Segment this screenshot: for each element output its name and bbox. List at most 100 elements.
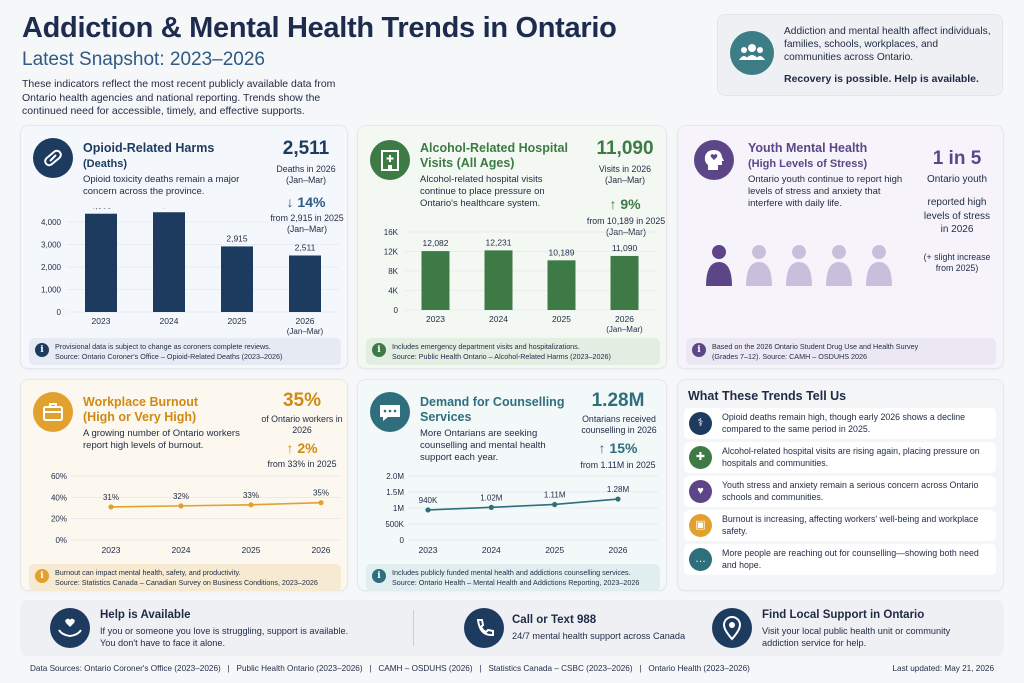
opioid-big-label-text: Deaths in 2026 xyxy=(276,164,336,174)
x-tick-label: 2026 xyxy=(296,316,315,326)
data-point xyxy=(178,503,184,509)
trend-item: ▣ Burnout is increasing, affecting worker… xyxy=(684,510,996,541)
callout-emphasis: Recovery is possible. Help is available. xyxy=(784,73,979,85)
bar-value-label: 12,231 xyxy=(486,237,512,247)
counselling-big-label: Ontarians received counselling in 2026 xyxy=(581,414,657,435)
call-desc: 24/7 mental health support across Canada xyxy=(512,631,686,641)
burnout-change: ↑ 2% xyxy=(286,440,318,456)
burnout-title: Workplace Burnout (High or Very High) xyxy=(83,395,198,425)
y-tick-label: 4,000 xyxy=(41,218,62,227)
point-value-label: 35% xyxy=(313,489,329,498)
youth-title: Youth Mental Health (High Levels of Stre… xyxy=(748,141,867,172)
callout-box: Addiction and mental health affect indiv… xyxy=(717,14,1003,96)
y-tick-label: 0% xyxy=(55,536,67,545)
bar-value-label: 12,082 xyxy=(423,238,449,248)
bar xyxy=(85,213,117,312)
x-tick-label: 2023 xyxy=(92,316,111,326)
trend-item: ⚕ Opioid deaths remain high, though early… xyxy=(684,408,996,439)
opioid-bar-chart: 0 1,000 2,000 3,000 4,000 4,368 2023 4,434 2024 2… xyxy=(41,208,339,336)
youth-big-label-2: reported high levels of stress in 2026 xyxy=(923,197,991,235)
y-tick-label: 0 xyxy=(57,308,62,317)
phone-icon[interactable] xyxy=(464,608,504,648)
help-banner: Help is Available If you or someone you … xyxy=(20,600,1004,656)
location-pin-icon[interactable] xyxy=(712,608,752,648)
page-subtitle: Latest Snapshot: 2023–2026 xyxy=(22,49,265,70)
point-value-label: 940K xyxy=(419,496,438,505)
youth-note: i Based on the 2026 Ontario Student Drug… xyxy=(686,338,996,365)
opioid-title-line1: Opioid-Related Harms xyxy=(83,141,215,155)
info-icon: i xyxy=(372,569,386,583)
local-desc-line2: addiction service for help. xyxy=(762,638,867,648)
counselling-line-chart: 0 500K 1M 1.5M 2.0M 940K 2023 1.02M 2024 1.11M 202… xyxy=(385,472,658,555)
youth-people-graphic xyxy=(704,242,904,290)
help-desc: If you or someone you love is struggling… xyxy=(100,625,348,649)
head-heart-icon: ♥ xyxy=(689,480,712,503)
briefcase-icon: ▣ xyxy=(689,514,712,537)
counselling-title: Demand for Counselling Services xyxy=(420,395,564,425)
chat-bubble-icon xyxy=(370,392,410,432)
x-tick-label: 2025 xyxy=(545,545,564,555)
x-tick-label: 2025 xyxy=(552,314,571,324)
y-tick-label: 1.5M xyxy=(386,488,404,497)
opioid-card: Opioid-Related Harms (Deaths) Opioid tox… xyxy=(20,125,348,369)
youth-big-label-1: Ontario youth xyxy=(926,174,988,185)
people-group-icon xyxy=(730,31,774,75)
info-icon: i xyxy=(372,343,386,357)
youth-desc: Ontario youth continue to report high le… xyxy=(748,174,903,209)
opioid-note-line2: Source: Ontario Coroner's Office – Opioi… xyxy=(55,351,283,361)
burnout-title-line1: Workplace Burnout xyxy=(83,395,199,409)
help-title: Help is Available xyxy=(100,609,191,621)
callout-text: Addiction and mental health affect indiv… xyxy=(784,26,991,63)
bar xyxy=(610,255,639,310)
person-icon xyxy=(866,245,892,286)
burnout-card: Workplace Burnout (High or Very High) A … xyxy=(20,379,348,591)
data-point xyxy=(248,502,254,508)
counselling-big-number: 1.28M xyxy=(591,390,645,411)
point-value-label: 32% xyxy=(173,492,189,501)
local-title[interactable]: Find Local Support in Ontario xyxy=(762,609,925,621)
call-title[interactable]: Call or Text 988 xyxy=(512,614,597,626)
trend-item: ✚ Alcohol-related hospital visits are ris… xyxy=(684,442,996,473)
bar-value-label: 4,434 xyxy=(158,208,180,209)
trend-item: … More people are reaching out for counse… xyxy=(684,544,996,575)
alcohol-title-line2: Visits (All Ages) xyxy=(420,156,515,170)
counselling-change: ↑ 15% xyxy=(598,440,638,456)
y-tick-label: 2.0M xyxy=(386,472,404,481)
bar xyxy=(421,251,450,310)
bar xyxy=(484,250,513,310)
data-point xyxy=(425,507,431,513)
data-point xyxy=(488,504,494,510)
trend-item-text: Alcohol-related hospital visits are risi… xyxy=(722,446,980,468)
data-point xyxy=(615,496,621,502)
x-tick-label: 2023 xyxy=(419,545,438,555)
burnout-big-label: of Ontario workers in 2026 xyxy=(261,414,343,435)
trend-item-text: Burnout is increasing, affecting workers… xyxy=(722,514,979,536)
hospital-icon: ✚ xyxy=(689,446,712,469)
x-tick-label: 2024 xyxy=(172,545,191,555)
burnout-note-line2: Source: Statistics Canada – Canadian Sur… xyxy=(55,577,318,587)
burnout-big-number: 35% xyxy=(282,390,322,411)
burnout-change-note: from 33% in 2025 xyxy=(267,459,337,469)
alcohol-big-period: (Jan–Mar) xyxy=(604,175,646,185)
y-tick-label: 12K xyxy=(384,248,399,257)
counselling-note-line1: Includes publicly funded mental health a… xyxy=(392,568,631,577)
trends-title: What These Trends Tell Us xyxy=(688,389,847,403)
data-point xyxy=(318,500,324,506)
youth-title-line2: (High Levels of Stress) xyxy=(748,158,868,170)
hospital-icon xyxy=(370,140,410,180)
local-desc: Visit your local public health unit or c… xyxy=(762,625,950,649)
bar xyxy=(289,255,321,312)
y-tick-label: 4K xyxy=(388,287,398,296)
alcohol-note-line2: Source: Public Health Ontario – Alcohol-… xyxy=(392,351,611,361)
youth-title-line1: Youth Mental Health xyxy=(748,141,868,155)
y-tick-label: 3,000 xyxy=(41,241,62,250)
series-line xyxy=(110,501,322,508)
counselling-note: i Includes publicly funded mental health… xyxy=(366,564,660,591)
alcohol-card: Alcohol-Related Hospital Visits (All Age… xyxy=(357,125,667,369)
youth-note-line1: Based on the 2026 Ontario Student Drug U… xyxy=(712,342,919,351)
y-tick-label: 0 xyxy=(400,536,405,545)
point-value-label: 1.28M xyxy=(607,485,630,494)
x-tick-label: 2025 xyxy=(242,545,261,555)
y-tick-label: 1M xyxy=(393,504,404,513)
burnout-line-chart: 0% 20% 40% 60% 31% 2023 32% 2024 33% 2025 35% 2026 xyxy=(51,472,341,555)
